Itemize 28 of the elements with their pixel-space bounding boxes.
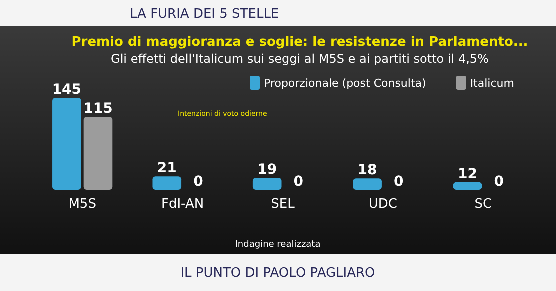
text: LA FURIA DEI 5 STELLE <box>130 7 280 22</box>
chart-subtitle: Gli effetti dell'Italicum sui seggi al M5S e ai partiti sotto il 4,5% <box>111 52 489 66</box>
legend-label: Italicum <box>470 77 514 90</box>
data-label: 0 <box>494 174 504 190</box>
bar <box>152 176 182 190</box>
data-label: 21 <box>157 160 177 177</box>
bar <box>353 178 382 190</box>
bar <box>84 117 113 190</box>
x-tick-label: SEL <box>271 197 296 212</box>
bar <box>453 182 482 190</box>
data-label: 145 <box>52 82 82 98</box>
x-tick-label: SC <box>474 197 492 212</box>
data-label: 0 <box>294 174 304 190</box>
legend-label: Proporzionale (post Consulta) <box>264 77 426 90</box>
data-label: 19 <box>258 162 278 178</box>
data-label: 12 <box>458 166 478 182</box>
chart-title: Premio di maggioranza e soglie: le resistenze in Parlamento... <box>72 35 528 50</box>
data-label: 0 <box>394 174 404 190</box>
bar <box>52 98 82 190</box>
data-label: 0 <box>194 174 204 190</box>
data-label: 18 <box>358 162 378 179</box>
x-tick-label: M5S <box>68 197 96 212</box>
x-tick-label: UDC <box>368 197 398 212</box>
text: Indagine realizzata <box>235 240 321 250</box>
data-label: 115 <box>84 101 113 118</box>
x-tick-label: FdI-AN <box>161 197 204 212</box>
text: IL PUNTO DI PAOLO PAGLIARO <box>180 266 376 281</box>
bar <box>252 178 282 190</box>
